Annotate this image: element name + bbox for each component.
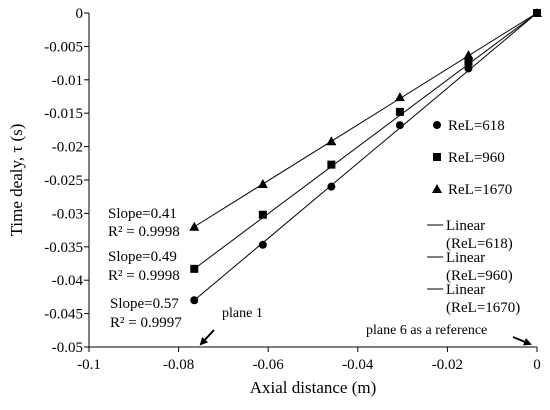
data-point-triangle <box>463 50 474 60</box>
x-axis-ticks: -0.1 -0.08 -0.06 -0.04 -0.02 0 <box>77 347 541 373</box>
legend-label-rel618: ReL=618 <box>448 118 505 134</box>
legend-linear-rel618-line2: (ReL=618) <box>446 236 513 252</box>
plane6-arrow <box>512 336 532 346</box>
x-axis-title: Axial distance (m) <box>250 378 377 397</box>
legend-linear-rel1670-line2: (ReL=1670) <box>446 300 520 316</box>
y-tick-label: -0.035 <box>44 240 83 256</box>
data-point-triangle <box>326 136 337 146</box>
x-tick-label: -0.04 <box>342 357 374 373</box>
plane6-annotation: plane 6 as a reference <box>366 323 487 338</box>
r2-label-rel1670: R² = 0.9998 <box>108 224 180 240</box>
y-tick-label: -0.01 <box>52 73 83 89</box>
legend-linear-rel960-line2: (ReL=960) <box>446 268 513 284</box>
fit-line-series-1 <box>193 12 538 270</box>
legend-linear-rel618-line1: Linear <box>446 218 485 234</box>
x-tick-label: -0.02 <box>432 357 463 373</box>
slope-label-rel618: Slope=0.57 <box>110 296 179 312</box>
r2-label-rel618: R² = 0.9997 <box>110 315 182 331</box>
x-tick-label: 0 <box>533 357 541 373</box>
fit-line-series-2 <box>194 12 538 228</box>
slope-label-rel960: Slope=0.49 <box>108 249 177 265</box>
x-tick-label: -0.08 <box>163 357 194 373</box>
data-point-square <box>395 107 404 116</box>
slope-label-rel1670: Slope=0.41 <box>108 206 177 222</box>
y-tick-label: -0.045 <box>44 307 83 323</box>
legend-marker-circle <box>433 121 441 129</box>
fit-line-series-0 <box>193 12 538 301</box>
legend: ReL=618 ReL=960 ReL=1670 Linear (ReL=618… <box>427 118 520 316</box>
data-point-triangle <box>532 8 542 17</box>
legend-linear-rel960-line1: Linear <box>446 250 485 266</box>
data-point-square <box>190 264 199 273</box>
y-axis-title: Time dealy, τ (s) <box>7 124 26 237</box>
data-point-triangle <box>189 221 200 231</box>
legend-label-rel960: ReL=960 <box>448 150 505 166</box>
legend-marker-triangle <box>432 184 442 193</box>
data-point-circle <box>190 296 199 305</box>
legend-marker-square <box>433 153 441 161</box>
data-points <box>189 8 542 305</box>
y-tick-label: -0.025 <box>44 173 83 189</box>
data-point-square <box>258 210 267 219</box>
plane1-annotation: plane 1 <box>222 306 263 321</box>
legend-label-rel1670: ReL=1670 <box>448 182 512 198</box>
data-point-circle <box>327 182 336 191</box>
data-point-triangle <box>257 179 268 189</box>
y-tick-label: -0.005 <box>44 39 83 55</box>
data-point-square <box>464 57 473 66</box>
plane1-arrow <box>199 329 215 346</box>
data-point-square <box>327 160 336 169</box>
y-axis-ticks: 0 -0.005 -0.01 -0.015 -0.02 -0.025 -0.03 -0.035… <box>44 6 89 356</box>
data-point-circle <box>395 121 404 130</box>
y-tick-label: -0.03 <box>52 206 83 222</box>
data-point-circle <box>258 240 267 249</box>
y-tick-label: -0.015 <box>44 106 83 122</box>
r2-label-rel960: R² = 0.9998 <box>108 268 180 284</box>
y-tick-label: 0 <box>76 6 84 22</box>
y-tick-label: -0.05 <box>52 340 83 356</box>
data-point-triangle <box>394 92 405 102</box>
legend-linear-rel1670-line1: Linear <box>446 282 485 298</box>
y-tick-label: -0.04 <box>52 273 84 289</box>
y-tick-label: -0.02 <box>52 140 83 156</box>
data-point-circle <box>464 64 473 73</box>
fit-lines <box>193 12 538 301</box>
x-tick-label: -0.1 <box>77 357 101 373</box>
x-tick-label: -0.06 <box>253 357 285 373</box>
